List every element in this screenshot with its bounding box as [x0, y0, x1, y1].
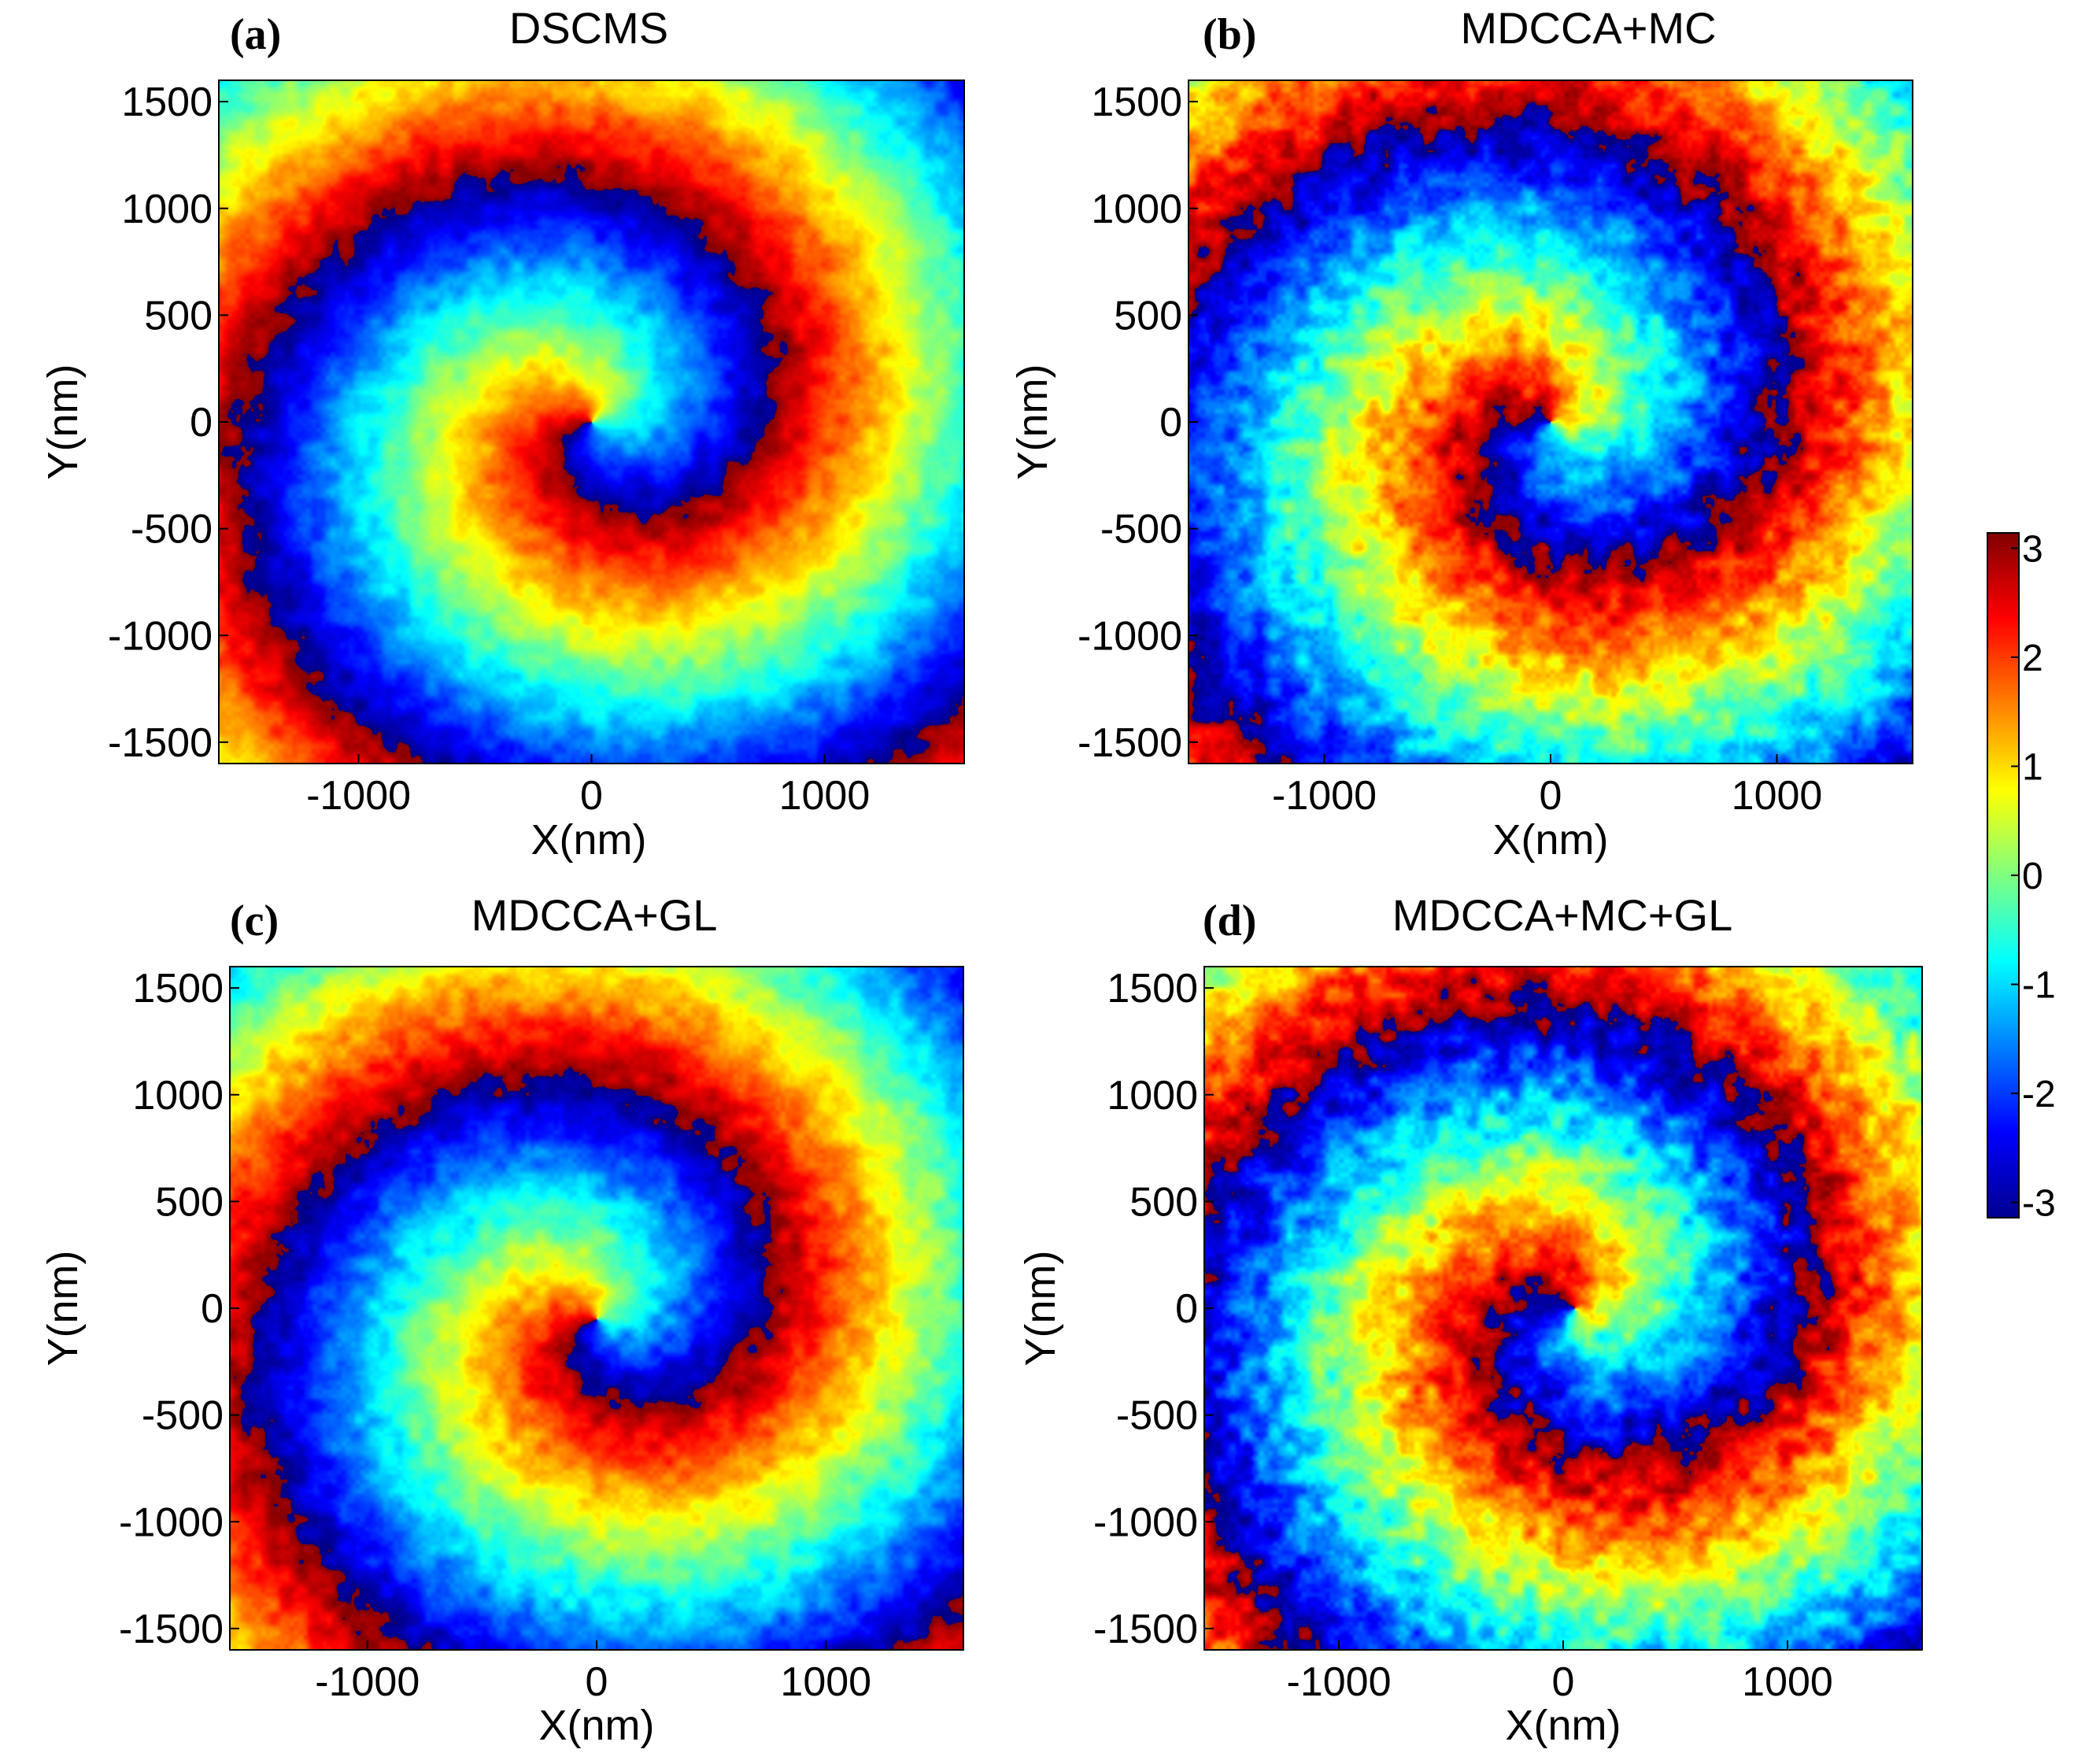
y-tick-label: 0: [1175, 1286, 1198, 1332]
y-tick-label: -1500: [119, 1607, 224, 1652]
colorbar-tick-label: -2: [2022, 1074, 2056, 1115]
x-tick-label: 0: [1540, 773, 1562, 819]
y-tick-label: 500: [144, 293, 213, 338]
panel-title: MDCCA+GL: [471, 890, 718, 940]
x-tick-label: -1000: [315, 1659, 420, 1705]
heatmap-plot-area: [219, 80, 964, 764]
panel-title: MDCCA+MC+GL: [1392, 890, 1733, 940]
y-tick-label: 1500: [1091, 80, 1182, 125]
y-tick-label: 0: [190, 400, 213, 446]
y-axis-label: Y(nm): [39, 364, 87, 480]
y-tick-label: 1000: [132, 1073, 224, 1119]
y-axis-label: Y(nm): [1009, 364, 1056, 480]
y-tick-label: -1000: [1078, 613, 1182, 659]
heatmap-plot-area: [230, 967, 963, 1650]
x-axis-label: X(nm): [531, 816, 647, 864]
x-tick-label: -1000: [306, 773, 411, 819]
y-axis-label: Y(nm): [39, 1251, 87, 1366]
colorbar-tick-label: 1: [2022, 746, 2043, 788]
y-tick-label: 500: [1114, 293, 1182, 338]
heatmap-plot-area: [1204, 967, 1922, 1650]
x-axis-label: X(nm): [539, 1702, 655, 1749]
panel-title: DSCMS: [509, 3, 668, 53]
panel-d: (d) MDCCA+MC+GL 1500 1000 500 0 -500 -1000 -15…: [1017, 890, 1923, 1749]
colorbar-tick-label: -1: [2022, 965, 2056, 1007]
y-tick-label: -1000: [1093, 1500, 1198, 1545]
y-tick-label: 1000: [1107, 1073, 1198, 1119]
x-tick-label: 0: [580, 773, 603, 819]
panel-b: (b) MDCCA+MC 150010005000-500-1000-1500 …: [1009, 3, 1913, 864]
panel-c: (c) MDCCA+GL 150010005000-500-1000-1500 …: [39, 890, 964, 1749]
y-tick-label: 0: [201, 1286, 224, 1332]
y-tick-label: -1500: [1078, 720, 1182, 766]
y-tick-label: -500: [1100, 507, 1182, 553]
x-tick-label: 1000: [780, 1659, 871, 1705]
y-tick-label: 500: [1129, 1179, 1198, 1225]
y-tick-label: 1500: [1107, 966, 1198, 1011]
y-tick-label: -500: [131, 507, 213, 553]
colorbar-tick-label: 2: [2022, 638, 2043, 679]
heatmap-plot-area: [1189, 80, 1913, 764]
colorbar-tick-label: -3: [2022, 1183, 2056, 1225]
colorbar: 3 2 1 0 -1 -2 -3: [1987, 528, 2056, 1225]
x-tick-label: 0: [1552, 1659, 1575, 1705]
x-tick-label: -1000: [1287, 1659, 1392, 1705]
x-tick-label: 1000: [779, 773, 871, 819]
x-tick-label: -1000: [1272, 773, 1377, 819]
panel-letter: (c): [230, 897, 279, 945]
x-axis-label: X(nm): [1493, 816, 1609, 864]
y-tick-label: 1500: [121, 80, 213, 125]
y-tick-label: -1000: [119, 1500, 224, 1545]
x-tick-label: 0: [586, 1659, 608, 1705]
y-tick-label: -500: [1116, 1393, 1198, 1439]
panel-title: MDCCA+MC: [1460, 3, 1716, 53]
y-tick-label: 500: [155, 1179, 224, 1225]
x-axis-label: X(nm): [1506, 1702, 1621, 1749]
panel-a: (a) DSCMS 1500 1000 500 0 -500 -1000 -1500 -10…: [39, 3, 965, 864]
colorbar-tick-label: 0: [2022, 856, 2043, 897]
y-tick-label: 1000: [1091, 187, 1182, 232]
panel-letter: (d): [1203, 897, 1256, 945]
y-tick-label: 1000: [121, 187, 213, 232]
colorbar-tick-label: 3: [2022, 528, 2043, 570]
y-tick-label: -1500: [1093, 1607, 1198, 1652]
x-tick-label: 1000: [1742, 1659, 1833, 1705]
y-tick-label: 1500: [132, 966, 224, 1011]
y-tick-label: 0: [1159, 400, 1182, 446]
panel-letter: (a): [230, 10, 281, 59]
y-tick-label: -1500: [108, 720, 213, 766]
panel-letter: (b): [1203, 10, 1256, 59]
y-tick-label: -500: [142, 1393, 224, 1439]
y-axis-label: Y(nm): [1017, 1251, 1064, 1366]
x-tick-label: 1000: [1732, 773, 1823, 819]
y-tick-label: -1000: [108, 613, 213, 659]
